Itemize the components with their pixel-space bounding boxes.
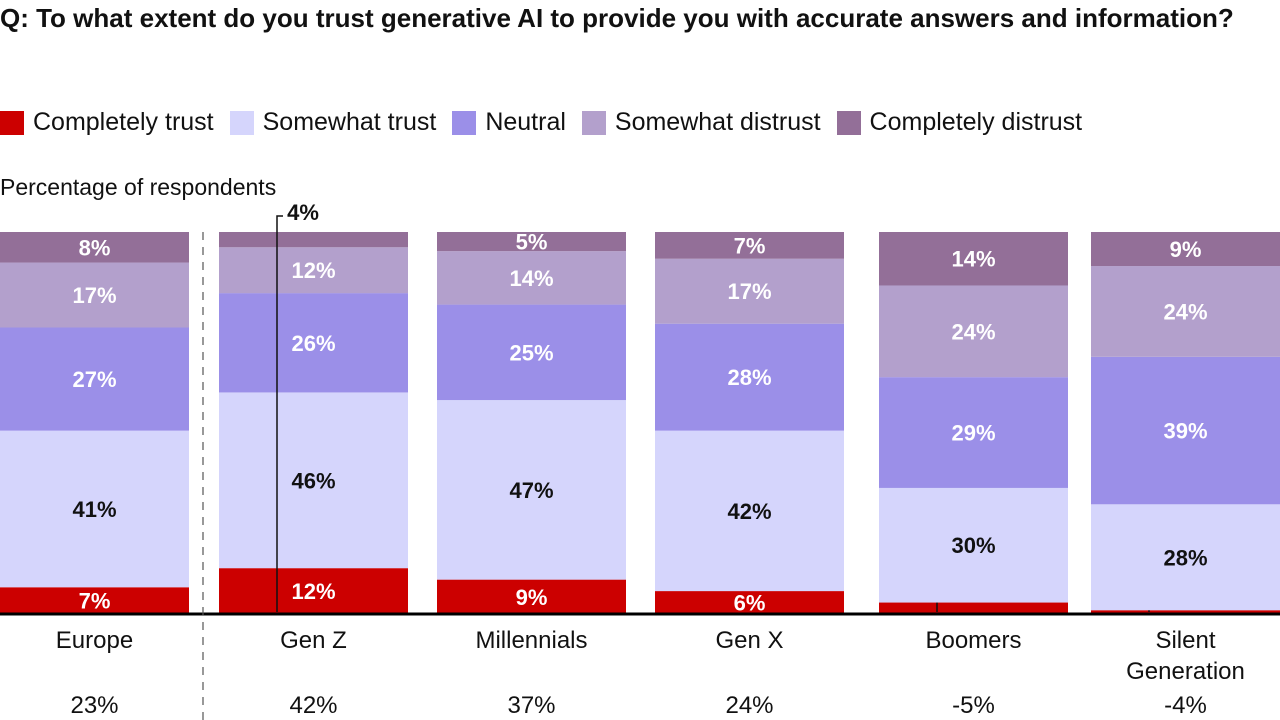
legend-item: Somewhat distrust — [581, 108, 821, 137]
category-label: Millennials — [475, 627, 587, 654]
legend-swatch — [581, 110, 606, 135]
data-label: 47% — [509, 478, 553, 503]
data-label: 46% — [291, 468, 335, 493]
category-label: Gen Z — [280, 627, 347, 654]
y-axis-label: Percentage of respondents — [0, 174, 277, 200]
bar-segment — [219, 392, 408, 569]
data-label: 26% — [291, 331, 335, 356]
data-label: 14% — [509, 266, 553, 291]
bar-segment — [1091, 610, 1280, 614]
data-label: 29% — [951, 421, 995, 446]
bar-segment — [1091, 504, 1280, 611]
data-label: 30% — [951, 533, 995, 558]
data-label: 24% — [1163, 299, 1207, 324]
bar-segment — [219, 293, 408, 393]
category-label: Generation — [1126, 658, 1245, 685]
bar-segment — [0, 430, 189, 588]
category-label: Europe — [56, 627, 133, 654]
bar-segment — [219, 232, 408, 248]
bar-segment — [0, 262, 189, 328]
data-label: 24% — [951, 319, 995, 344]
category-label: Silent — [1155, 627, 1215, 654]
category-label: Boomers — [925, 627, 1021, 654]
data-label: 12% — [291, 579, 335, 604]
category-label: Gen X — [715, 627, 783, 654]
data-label: 4% — [287, 200, 319, 225]
bar-segment — [879, 487, 1068, 603]
bar-segment — [655, 232, 844, 259]
legend-label: Completely distrust — [869, 108, 1083, 136]
data-label: 28% — [1163, 545, 1207, 570]
data-label: 7% — [734, 233, 766, 258]
label-leader-line — [276, 215, 283, 612]
bar-segment — [655, 258, 844, 324]
data-label: 41% — [72, 497, 116, 522]
data-label: 42% — [727, 499, 771, 524]
legend-label: Somewhat trust — [262, 108, 437, 136]
net-value: 42% — [289, 692, 337, 719]
bar-segment — [879, 285, 1068, 378]
bar-segment — [437, 400, 626, 580]
data-label: 17% — [727, 279, 771, 304]
data-label: 7% — [79, 589, 111, 614]
bar-segment — [1091, 356, 1280, 505]
bar-segment — [437, 304, 626, 401]
data-label: 28% — [727, 365, 771, 390]
bar-segment — [219, 247, 408, 294]
bar-segment — [879, 232, 1068, 286]
bar-segment — [879, 377, 1068, 488]
net-value: 23% — [70, 692, 118, 719]
net-value: -4% — [1164, 692, 1207, 719]
legend-swatch — [452, 110, 477, 135]
bar-segment — [437, 232, 626, 252]
bar-segment — [655, 430, 844, 592]
legend-item: Completely distrust — [836, 108, 1083, 137]
legend-item: Neutral — [452, 108, 566, 137]
bar-segment — [437, 251, 626, 305]
legend-item: Completely trust — [0, 108, 214, 137]
legend-swatch — [0, 110, 24, 135]
bar-segment — [0, 327, 189, 431]
data-label: 9% — [516, 585, 548, 610]
data-label: 17% — [72, 283, 116, 308]
legend-label: Completely trust — [33, 108, 214, 136]
data-label: 5% — [516, 230, 548, 255]
net-value: 24% — [725, 692, 773, 719]
legend-label: Somewhat distrust — [614, 108, 821, 136]
bar-segment — [437, 579, 626, 614]
data-label: 6% — [734, 591, 766, 616]
data-label: 27% — [72, 367, 116, 392]
bar-segment — [1091, 232, 1280, 267]
data-label: 39% — [1163, 419, 1207, 444]
chart-title: Q: To what extent do you trust generativ… — [0, 3, 1234, 33]
bar-segment — [655, 591, 844, 614]
legend-item: Somewhat trust — [229, 108, 437, 137]
bar-segment — [219, 568, 408, 614]
data-label: 8% — [79, 235, 111, 260]
bar-segment — [0, 587, 189, 614]
bar-segment — [0, 232, 189, 263]
legend: Completely trust Somewhat trust Neutral Som… — [0, 108, 1098, 137]
data-label: 9% — [1170, 237, 1202, 262]
bar-segment — [879, 602, 1068, 614]
bar-segment — [1091, 266, 1280, 357]
data-label: 14% — [951, 247, 995, 272]
legend-swatch — [836, 110, 861, 135]
data-label: 12% — [291, 258, 335, 283]
net-value: 37% — [507, 692, 555, 719]
net-value: -5% — [952, 692, 995, 719]
legend-label: Neutral — [485, 108, 566, 136]
bar-segment — [655, 323, 844, 431]
data-label: 25% — [509, 340, 553, 365]
legend-swatch — [229, 110, 254, 135]
